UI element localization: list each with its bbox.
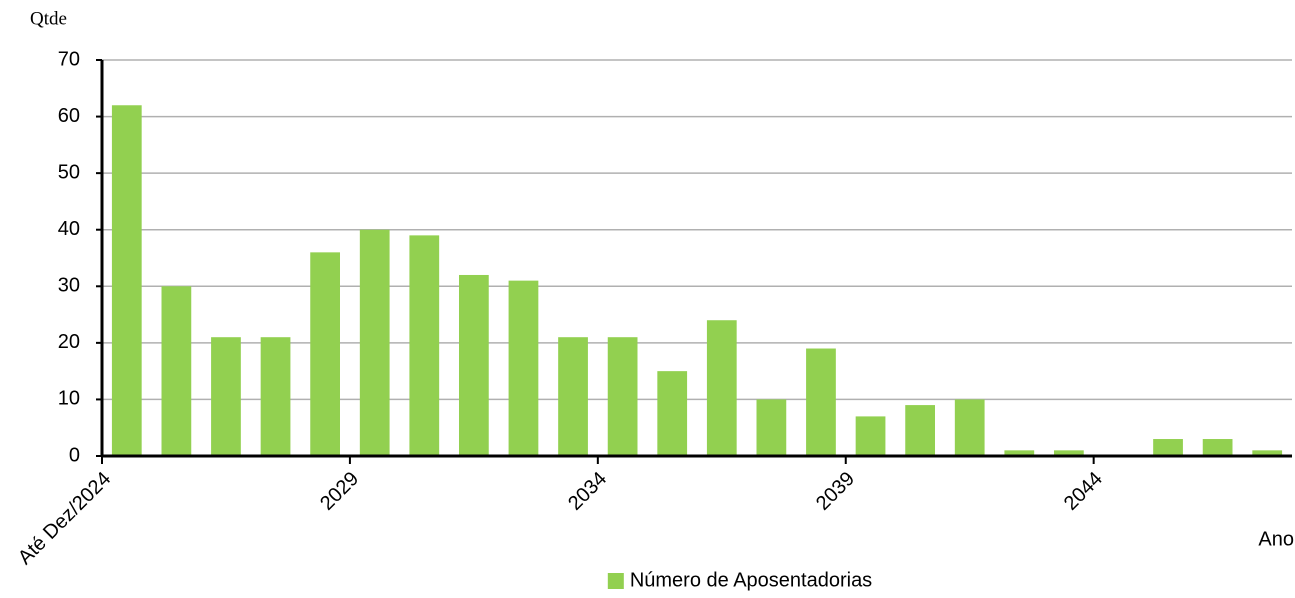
x-tick-label: 2029 bbox=[316, 468, 363, 515]
x-tick-label: 2034 bbox=[564, 468, 611, 515]
bar bbox=[756, 399, 787, 456]
bar bbox=[459, 274, 489, 456]
bar bbox=[211, 337, 241, 456]
y-tick-label: 40 bbox=[58, 218, 80, 240]
y-tick-label: 20 bbox=[58, 331, 80, 353]
legend-swatch bbox=[607, 573, 624, 589]
bar bbox=[260, 337, 291, 456]
bar bbox=[161, 286, 192, 456]
y-tick-label: 60 bbox=[58, 105, 80, 127]
bar bbox=[1054, 450, 1084, 456]
bar bbox=[1252, 450, 1283, 456]
bar bbox=[1202, 439, 1233, 456]
x-tick-label: 2044 bbox=[1060, 468, 1107, 515]
bar bbox=[558, 337, 588, 456]
bar bbox=[1004, 450, 1035, 456]
bar bbox=[409, 235, 440, 456]
y-tick-label: 50 bbox=[58, 161, 80, 183]
bar bbox=[905, 405, 935, 456]
bar bbox=[657, 371, 688, 456]
bar bbox=[607, 337, 638, 456]
bar bbox=[806, 348, 836, 456]
x-tick-label: Até Dez/2024 bbox=[14, 468, 115, 569]
bar bbox=[508, 280, 539, 456]
y-tick-label: 0 bbox=[69, 444, 80, 466]
x-axis-label: Ano bbox=[1258, 528, 1294, 550]
bar bbox=[954, 399, 985, 456]
x-tick-label: 2039 bbox=[812, 468, 859, 515]
y-axis-label: Qtde bbox=[30, 8, 67, 29]
legend-label: Número de Aposentadorias bbox=[630, 569, 872, 591]
bar bbox=[1153, 439, 1183, 456]
bar bbox=[111, 105, 142, 456]
bar bbox=[706, 320, 737, 456]
bar bbox=[310, 252, 340, 456]
y-tick-label: 30 bbox=[58, 275, 80, 297]
bar bbox=[359, 229, 390, 456]
y-tick-label: 10 bbox=[58, 388, 80, 410]
bar bbox=[855, 416, 886, 456]
y-tick-label: 70 bbox=[58, 48, 80, 70]
